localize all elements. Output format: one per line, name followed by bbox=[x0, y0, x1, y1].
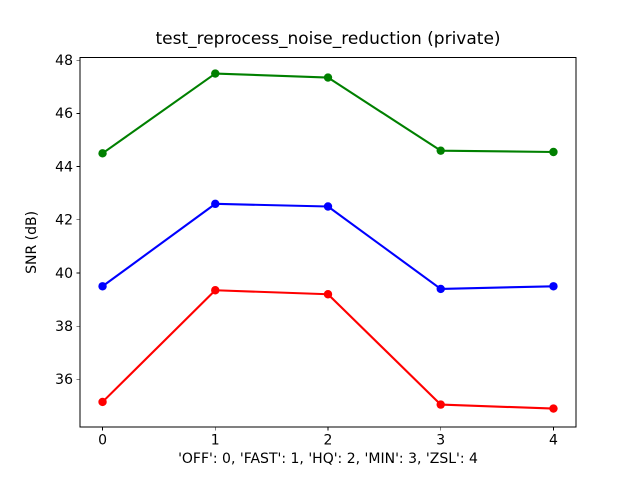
x-ticks: 0 1 2 3 4 bbox=[98, 427, 558, 449]
green-series-data-point bbox=[436, 146, 445, 155]
x-tick-label: 2 bbox=[324, 433, 333, 449]
plot-area bbox=[79, 57, 577, 428]
blue-series-data-point bbox=[549, 282, 558, 291]
y-tick-label: 42 bbox=[55, 213, 73, 229]
x-tick-label: 3 bbox=[436, 433, 445, 449]
red-series-data-point bbox=[98, 397, 107, 407]
x-tick-label: 0 bbox=[98, 433, 107, 449]
x-tick-label: 1 bbox=[211, 433, 220, 449]
blue-series-data-point bbox=[211, 199, 220, 209]
x-axis-label: 'OFF': 0, 'FAST': 1, 'HQ': 2, 'MIN': 3, … bbox=[178, 451, 478, 467]
y-tick-label: 40 bbox=[55, 266, 73, 282]
x-tick-label: 4 bbox=[549, 433, 558, 449]
y-tick-label: 48 bbox=[55, 53, 73, 69]
green-series-data-point bbox=[211, 69, 220, 78]
red-series-data-point bbox=[211, 286, 220, 295]
y-axis-label: SNR (dB) bbox=[24, 211, 40, 274]
green-series-data-point bbox=[323, 73, 333, 82]
red-series-data-point bbox=[323, 290, 333, 299]
chart-title: test_reprocess_noise_reduction (private) bbox=[155, 29, 500, 49]
red-series-data-point bbox=[436, 400, 445, 409]
series-group bbox=[98, 69, 558, 413]
y-tick-label: 38 bbox=[55, 319, 73, 335]
green-series-data-point bbox=[98, 149, 107, 158]
red-series-data-point bbox=[549, 404, 558, 413]
blue-series-data-point bbox=[436, 284, 445, 294]
y-ticks: 36 38 40 42 44 46 48 bbox=[55, 53, 80, 388]
blue-series-data-point bbox=[98, 282, 107, 291]
blue-series-data-point bbox=[323, 202, 333, 211]
green-series-data-point bbox=[549, 147, 558, 157]
y-tick-label: 36 bbox=[55, 372, 73, 388]
y-tick-label: 44 bbox=[55, 159, 73, 175]
y-tick-label: 46 bbox=[55, 106, 73, 122]
